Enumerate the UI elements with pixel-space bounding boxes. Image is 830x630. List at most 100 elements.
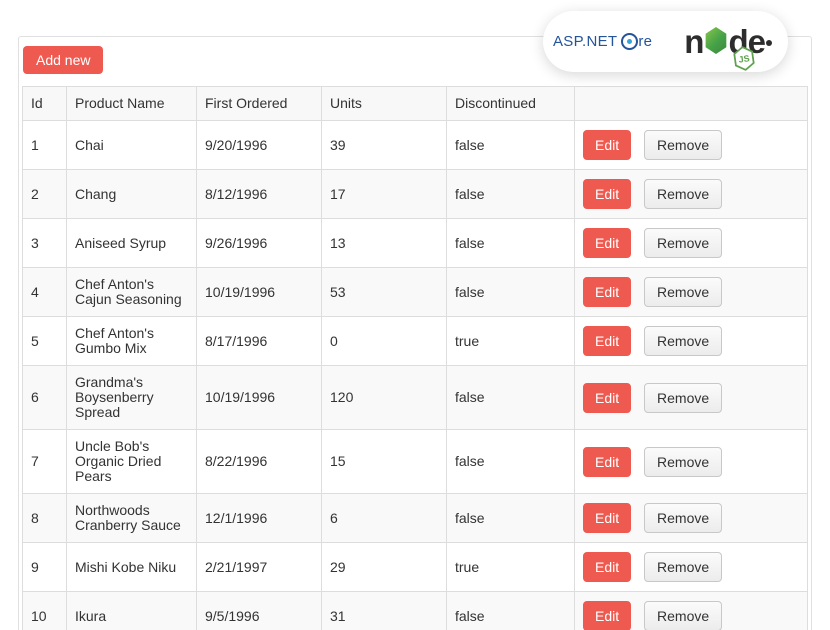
edit-button[interactable]: Edit (583, 446, 632, 477)
node-letter-e: e (747, 23, 766, 60)
cell-product-name: Aniseed Syrup (66, 218, 197, 268)
cell-product-name: Ikura (66, 591, 197, 630)
node-hexagon-icon (705, 27, 727, 54)
cell-first-ordered: 8/22/1996 (196, 429, 322, 494)
edit-button[interactable]: Edit (583, 277, 632, 307)
remove-button[interactable]: Remove (644, 601, 723, 630)
cell-units: 0 (321, 316, 447, 366)
aspnet-core-suffix: re (638, 33, 653, 50)
cell-actions: Edit Remove (574, 169, 808, 219)
cell-actions: Edit Remove (574, 316, 808, 366)
table-row: 8 Northwoods Cranberry Sauce 12/1/1996 6… (22, 493, 808, 543)
table-row: 5 Chef Anton's Gumbo Mix 8/17/1996 0 tru… (22, 316, 808, 366)
cell-discontinued: false (446, 591, 575, 630)
cell-units: 31 (321, 591, 447, 630)
table-row: 1 Chai 9/20/1996 39 false Edit Remove (22, 120, 808, 170)
edit-button[interactable]: Edit (583, 382, 632, 413)
cell-id: 3 (22, 218, 67, 268)
cell-first-ordered: 8/17/1996 (196, 316, 322, 366)
cell-id: 10 (22, 591, 67, 630)
table-body: 1 Chai 9/20/1996 39 false Edit Remove 2 … (22, 120, 808, 630)
cell-id: 8 (22, 493, 67, 543)
cell-id: 7 (22, 429, 67, 494)
content-card: Add new Id Product Name First Ordered Un… (18, 36, 812, 630)
edit-button[interactable]: Edit (583, 228, 632, 258)
edit-button[interactable]: Edit (583, 179, 632, 209)
table-row: 9 Mishi Kobe Niku 2/21/1997 29 true Edit… (22, 542, 808, 592)
cell-product-name: Chef Anton's Cajun Seasoning (66, 267, 197, 317)
nodejs-logo: n d e JS (684, 25, 778, 58)
cell-id: 5 (22, 316, 67, 366)
cell-discontinued: false (446, 169, 575, 219)
cell-discontinued: false (446, 493, 575, 543)
table-row: 3 Aniseed Syrup 9/26/1996 13 false Edit … (22, 218, 808, 268)
table-row: 4 Chef Anton's Cajun Seasoning 10/19/199… (22, 267, 808, 317)
cell-actions: Edit Remove (574, 542, 808, 592)
table-row: 7 Uncle Bob's Organic Dried Pears 8/22/1… (22, 429, 808, 494)
column-header-discontinued: Discontinued (446, 86, 575, 121)
cell-units: 17 (321, 169, 447, 219)
remove-button[interactable]: Remove (644, 277, 723, 307)
remove-button[interactable]: Remove (644, 503, 723, 533)
cell-actions: Edit Remove (574, 365, 808, 430)
cell-first-ordered: 8/12/1996 (196, 169, 322, 219)
products-table: Id Product Name First Ordered Units Disc… (22, 86, 808, 630)
table-header: Id Product Name First Ordered Units Disc… (22, 86, 808, 121)
edit-button[interactable]: Edit (583, 503, 632, 533)
remove-button[interactable]: Remove (644, 382, 723, 413)
cell-first-ordered: 2/21/1997 (196, 542, 322, 592)
aspnet-text: ASP.NET (553, 33, 618, 50)
aspnet-core-logo: ASP.NET re (553, 33, 652, 50)
table-header-row: Id Product Name First Ordered Units Disc… (22, 86, 808, 121)
cell-first-ordered: 10/19/1996 (196, 365, 322, 430)
add-new-button[interactable]: Add new (23, 46, 104, 74)
cell-discontinued: false (446, 120, 575, 170)
cell-actions: Edit Remove (574, 267, 808, 317)
cell-product-name: Grandma's Boysenberry Spread (66, 365, 197, 430)
column-header-actions (574, 86, 808, 121)
cell-discontinued: false (446, 218, 575, 268)
cell-product-name: Chai (66, 120, 197, 170)
column-header-units: Units (321, 86, 447, 121)
cell-product-name: Chang (66, 169, 197, 219)
cell-units: 13 (321, 218, 447, 268)
remove-button[interactable]: Remove (644, 179, 723, 209)
edit-button[interactable]: Edit (583, 552, 632, 582)
cell-first-ordered: 9/20/1996 (196, 120, 322, 170)
cell-discontinued: false (446, 429, 575, 494)
table-row: 10 Ikura 9/5/1996 31 false Edit Remove (22, 591, 808, 630)
edit-button[interactable]: Edit (583, 326, 632, 356)
node-dot-icon (766, 39, 772, 46)
cell-actions: Edit Remove (574, 429, 808, 494)
cell-discontinued: false (446, 267, 575, 317)
cell-product-name: Northwoods Cranberry Sauce (66, 493, 197, 543)
cell-product-name: Uncle Bob's Organic Dried Pears (66, 429, 197, 494)
cell-id: 9 (22, 542, 67, 592)
remove-button[interactable]: Remove (644, 228, 723, 258)
table-row: 6 Grandma's Boysenberry Spread 10/19/199… (22, 365, 808, 430)
remove-button[interactable]: Remove (644, 130, 723, 160)
cell-id: 4 (22, 267, 67, 317)
cell-actions: Edit Remove (574, 120, 808, 170)
edit-button[interactable]: Edit (583, 601, 632, 630)
cell-units: 6 (321, 493, 447, 543)
brand-badge: ASP.NET re n d e JS (543, 11, 788, 72)
cell-actions: Edit Remove (574, 591, 808, 630)
cell-units: 120 (321, 365, 447, 430)
aspnet-core-ring-icon (621, 33, 639, 50)
edit-button[interactable]: Edit (583, 130, 632, 160)
node-letter-n: n (684, 23, 704, 60)
cell-first-ordered: 12/1/1996 (196, 493, 322, 543)
cell-id: 1 (22, 120, 67, 170)
cell-units: 15 (321, 429, 447, 494)
remove-button[interactable]: Remove (644, 552, 723, 582)
cell-units: 53 (321, 267, 447, 317)
cell-units: 39 (321, 120, 447, 170)
cell-first-ordered: 9/5/1996 (196, 591, 322, 630)
cell-actions: Edit Remove (574, 218, 808, 268)
cell-actions: Edit Remove (574, 493, 808, 543)
remove-button[interactable]: Remove (644, 326, 723, 356)
cell-first-ordered: 9/26/1996 (196, 218, 322, 268)
remove-button[interactable]: Remove (644, 446, 723, 477)
